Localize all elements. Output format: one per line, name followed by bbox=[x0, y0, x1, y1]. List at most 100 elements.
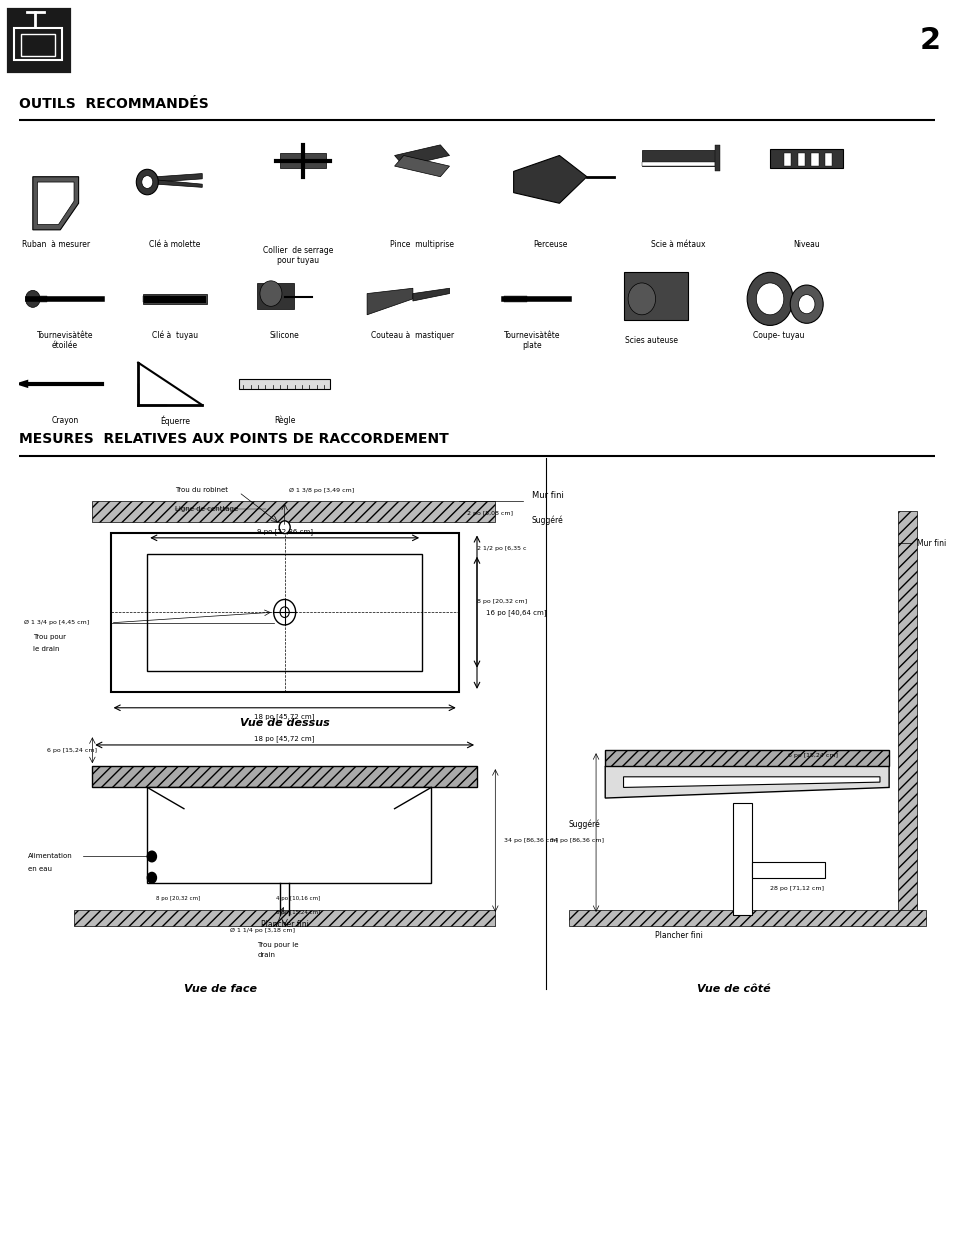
Circle shape bbox=[756, 283, 783, 315]
Bar bbox=[733, 804, 751, 915]
Bar bbox=[92, 766, 476, 788]
Bar bbox=[568, 909, 924, 925]
Text: Service à la clientèle : (561) 274-2110: Service à la clientèle : (561) 274-2110 bbox=[19, 1167, 312, 1182]
Bar bbox=[143, 294, 207, 304]
Text: 6 po [15,24 cm]: 6 po [15,24 cm] bbox=[275, 910, 319, 915]
Bar bbox=[810, 153, 818, 167]
Text: 6 po [15,24 cm]: 6 po [15,24 cm] bbox=[47, 747, 96, 753]
Text: www.decolav.com: www.decolav.com bbox=[19, 1204, 156, 1219]
Text: Tournevisàtête
plate: Tournevisàtête plate bbox=[503, 331, 559, 351]
Text: 6 po [15,24 cm]: 6 po [15,24 cm] bbox=[787, 753, 838, 758]
Text: Crayon: Crayon bbox=[51, 416, 78, 425]
Bar bbox=[29, 295, 47, 303]
Bar bbox=[641, 151, 715, 167]
Bar bbox=[238, 379, 330, 389]
Polygon shape bbox=[32, 177, 78, 230]
Bar bbox=[751, 862, 824, 878]
Text: Vue de côté: Vue de côté bbox=[696, 984, 769, 994]
Circle shape bbox=[147, 872, 156, 883]
Polygon shape bbox=[395, 144, 449, 167]
Circle shape bbox=[259, 280, 282, 306]
Polygon shape bbox=[604, 766, 888, 798]
Circle shape bbox=[798, 295, 814, 314]
Text: Couteau à  mastiquer: Couteau à mastiquer bbox=[371, 331, 454, 340]
Polygon shape bbox=[513, 156, 586, 204]
Text: 18 po [45,72 cm]: 18 po [45,72 cm] bbox=[254, 713, 314, 720]
Polygon shape bbox=[413, 288, 449, 301]
Circle shape bbox=[142, 175, 152, 189]
Text: Clé à molette: Clé à molette bbox=[149, 241, 200, 249]
Text: Ø 1 3/4 po [4,45 cm]: Ø 1 3/4 po [4,45 cm] bbox=[24, 620, 89, 625]
Circle shape bbox=[627, 283, 655, 315]
Polygon shape bbox=[623, 273, 687, 320]
Text: Trou pour le: Trou pour le bbox=[257, 941, 298, 947]
Circle shape bbox=[136, 169, 158, 195]
Text: Clé à  tuyau: Clé à tuyau bbox=[152, 331, 197, 340]
Circle shape bbox=[279, 521, 290, 534]
Polygon shape bbox=[14, 379, 29, 388]
Polygon shape bbox=[156, 174, 202, 182]
Text: Plancher fini: Plancher fini bbox=[260, 920, 308, 929]
Text: 2 1/2 po [6,35 c: 2 1/2 po [6,35 c bbox=[476, 546, 526, 551]
Text: OUTILS  RECOMMANDÉS: OUTILS RECOMMANDÉS bbox=[19, 98, 209, 111]
Text: en eau: en eau bbox=[29, 866, 52, 872]
Text: Vue de dessus: Vue de dessus bbox=[239, 719, 329, 729]
Polygon shape bbox=[37, 182, 74, 225]
Text: Scie à métaux: Scie à métaux bbox=[651, 241, 705, 249]
Text: REALITY, BE THE ENVY OF YOUR NEIGHBORS°: REALITY, BE THE ENVY OF YOUR NEIGHBORS° bbox=[476, 1205, 763, 1218]
Text: Vue de face: Vue de face bbox=[184, 984, 256, 994]
Circle shape bbox=[26, 290, 40, 308]
Text: Scies auteuse: Scies auteuse bbox=[624, 336, 677, 345]
Text: Alimentation: Alimentation bbox=[29, 853, 73, 860]
Bar bbox=[797, 153, 804, 167]
Bar bbox=[769, 149, 842, 168]
FancyBboxPatch shape bbox=[910, 4, 948, 77]
Polygon shape bbox=[257, 283, 294, 310]
Text: Pince  multiprise: Pince multiprise bbox=[390, 241, 454, 249]
Text: Suggéré: Suggéré bbox=[532, 515, 563, 525]
Text: Tournevisàtête
étoilée: Tournevisàtête étoilée bbox=[36, 331, 93, 351]
Bar bbox=[92, 500, 495, 522]
Text: Ø 1 1/4 po [3,18 cm]: Ø 1 1/4 po [3,18 cm] bbox=[230, 929, 294, 934]
Text: Silicone: Silicone bbox=[270, 331, 299, 340]
Text: LET  YOUR DREAMS COME ALIVE, YOUR PASSIONS BECOME: LET YOUR DREAMS COME ALIVE, YOUR PASSION… bbox=[476, 1168, 846, 1181]
Bar bbox=[898, 511, 916, 915]
Bar bbox=[143, 295, 170, 303]
Bar bbox=[641, 162, 715, 167]
Bar bbox=[824, 153, 831, 167]
Text: 2: 2 bbox=[919, 26, 940, 54]
Text: Collier  de serrage
pour tuyau: Collier de serrage pour tuyau bbox=[263, 246, 334, 266]
Circle shape bbox=[147, 851, 156, 862]
Polygon shape bbox=[156, 180, 202, 188]
Bar bbox=[147, 788, 431, 883]
Text: drain: drain bbox=[257, 952, 274, 958]
Bar bbox=[111, 532, 458, 692]
Text: 4 po [10,16 cm]: 4 po [10,16 cm] bbox=[275, 897, 319, 902]
Text: Mur fini: Mur fini bbox=[532, 490, 563, 500]
Text: Mur fini: Mur fini bbox=[916, 538, 944, 547]
Text: Suggéré: Suggéré bbox=[568, 820, 599, 830]
Text: 16 po [40,64 cm]: 16 po [40,64 cm] bbox=[486, 609, 546, 615]
Text: Trou du robinet: Trou du robinet bbox=[174, 487, 228, 493]
Polygon shape bbox=[623, 777, 879, 788]
Text: 28 po [71,12 cm]: 28 po [71,12 cm] bbox=[769, 885, 823, 890]
Text: Plancher fini: Plancher fini bbox=[654, 931, 701, 940]
Circle shape bbox=[789, 285, 822, 324]
FancyBboxPatch shape bbox=[5, 6, 71, 74]
Bar bbox=[604, 751, 888, 766]
Text: Ø 1 3/8 po [3,49 cm]: Ø 1 3/8 po [3,49 cm] bbox=[289, 488, 355, 493]
Bar bbox=[280, 153, 326, 168]
Text: Ruban  à mesurer: Ruban à mesurer bbox=[22, 241, 90, 249]
Text: 2 po [5,08 cm]: 2 po [5,08 cm] bbox=[463, 511, 513, 516]
Bar bbox=[147, 553, 421, 671]
Text: Équerre: Équerre bbox=[159, 416, 190, 426]
Text: D E C O L A V®: D E C O L A V® bbox=[86, 30, 272, 51]
Polygon shape bbox=[367, 288, 413, 315]
Bar bbox=[504, 295, 527, 303]
Text: 8 po [20,32 cm]: 8 po [20,32 cm] bbox=[156, 897, 200, 902]
Text: 34 po [86,36 cm]: 34 po [86,36 cm] bbox=[550, 839, 603, 844]
Text: 8 po [20,32 cm]: 8 po [20,32 cm] bbox=[476, 599, 527, 604]
FancyBboxPatch shape bbox=[14, 28, 62, 61]
Text: 34 po [86,36 cm]: 34 po [86,36 cm] bbox=[504, 839, 558, 844]
Bar bbox=[74, 909, 495, 925]
